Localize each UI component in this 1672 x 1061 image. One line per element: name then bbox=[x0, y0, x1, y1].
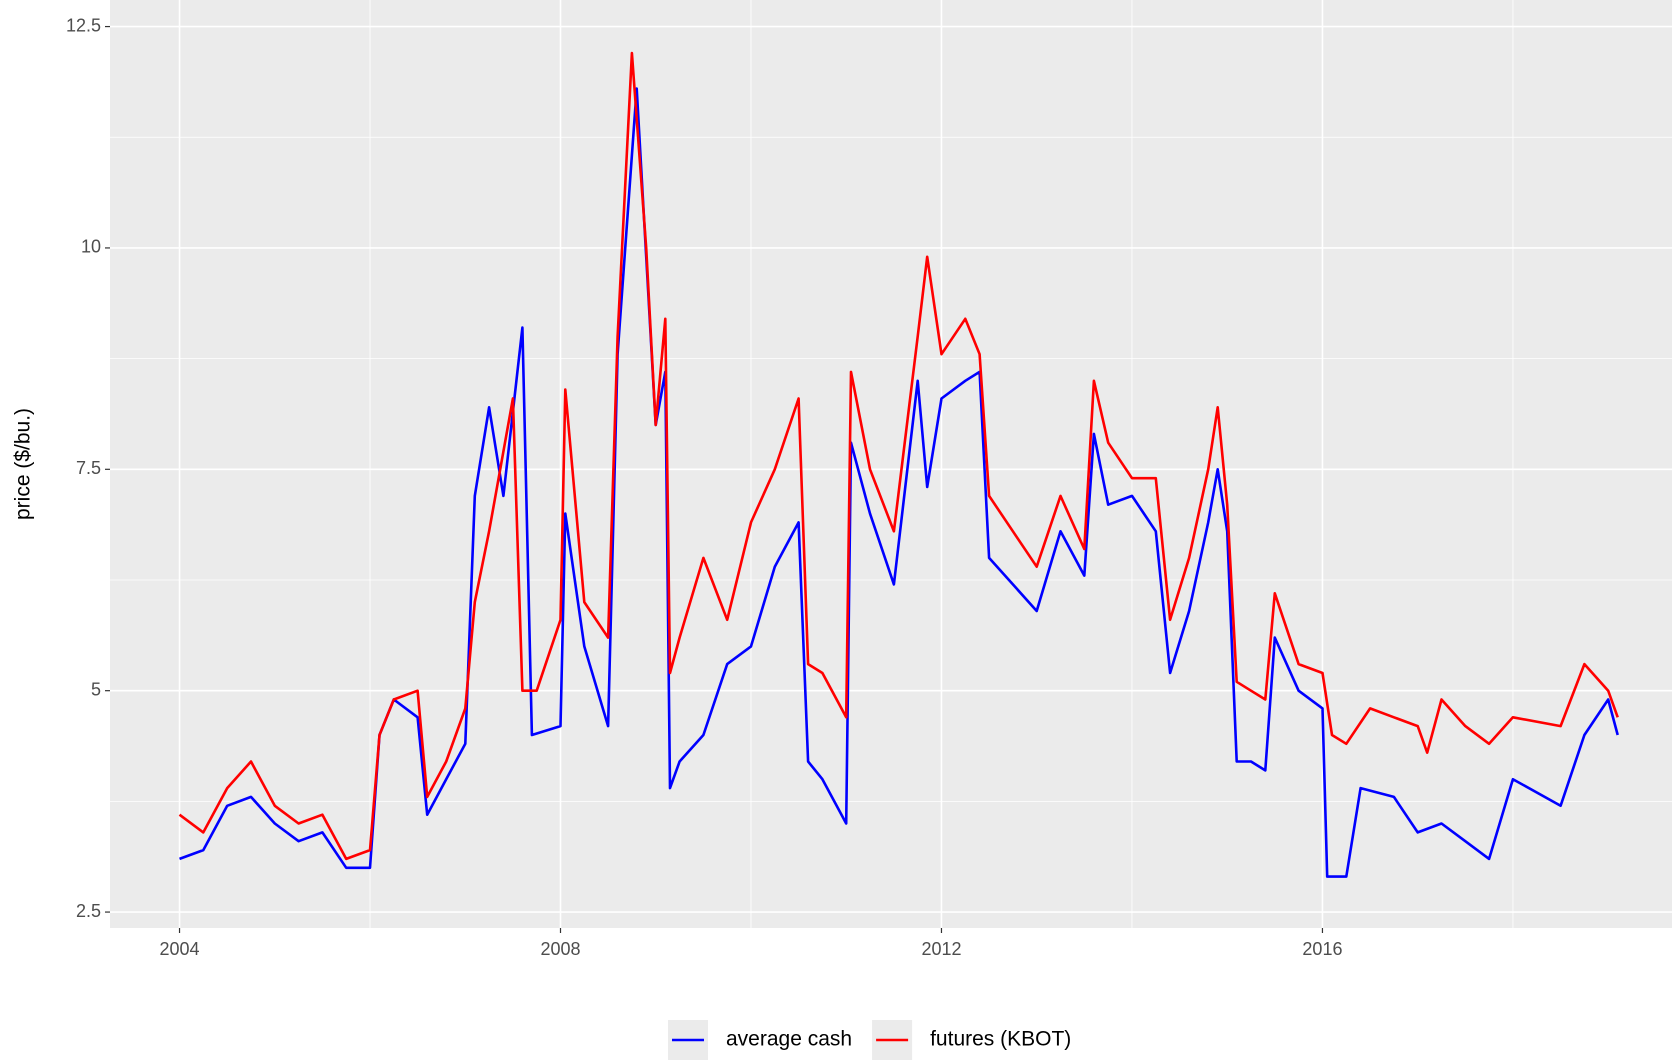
series-line bbox=[178, 51, 1619, 861]
y-tick-label: 12.5 bbox=[66, 15, 101, 35]
y-axis-title: price ($/bu.) bbox=[12, 408, 35, 520]
y-tick-label: 2.5 bbox=[76, 901, 101, 921]
y-tick-label: 5 bbox=[91, 679, 101, 699]
legend-label: average cash bbox=[726, 1028, 852, 1051]
x-tick-label: 2008 bbox=[540, 939, 580, 959]
legend: average cash futures (KBOT) bbox=[668, 1020, 1071, 1060]
x-tick-label: 2004 bbox=[160, 939, 200, 959]
y-tick-label: 10 bbox=[81, 237, 101, 257]
plot-panel bbox=[110, 0, 1672, 928]
series-line bbox=[179, 87, 1619, 878]
y-tick-label: 7.5 bbox=[76, 458, 101, 478]
x-tick-label: 2012 bbox=[921, 939, 961, 959]
x-tick-label: 2016 bbox=[1302, 939, 1342, 959]
legend-label: futures (KBOT) bbox=[930, 1028, 1071, 1051]
